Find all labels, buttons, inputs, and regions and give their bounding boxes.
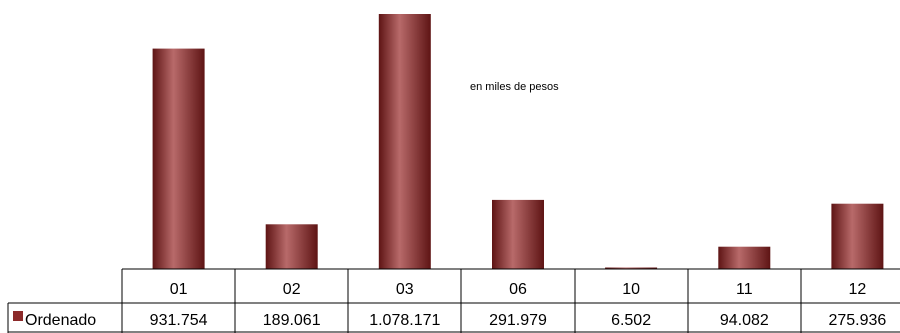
value-label-12: 275.936 [828, 312, 886, 329]
category-label-03: 03 [396, 281, 414, 298]
data-table: 01 931.754 02 189.061 03 1.078.171 06 291.979 10… [7, 268, 900, 333]
value-label-10: 6.502 [611, 312, 651, 329]
bar-03 [378, 14, 431, 269]
bar-06 [492, 199, 544, 269]
legend-key-swatch [13, 311, 23, 321]
value-label-01: 931.754 [150, 312, 208, 329]
bar-01 [152, 48, 205, 269]
value-label-11: 94.082 [720, 312, 769, 329]
category-label-02: 02 [283, 281, 301, 298]
category-label-12: 12 [849, 281, 867, 298]
bar-12 [831, 203, 884, 269]
category-label-01: 01 [170, 281, 188, 298]
category-label-11: 11 [736, 281, 753, 298]
value-label-06: 291.979 [489, 312, 547, 329]
category-label-06: 06 [509, 281, 527, 298]
category-label-10: 10 [622, 281, 640, 298]
value-label-03: 1.078.171 [369, 312, 440, 329]
bar-02 [265, 224, 318, 269]
bar-11 [718, 246, 771, 269]
bar-10 [605, 267, 658, 269]
bars-group [152, 14, 884, 269]
legend-series-name: Ordenado [25, 312, 96, 329]
value-label-02: 189.061 [263, 312, 321, 329]
unit-annotation: en miles de pesos [470, 81, 559, 93]
